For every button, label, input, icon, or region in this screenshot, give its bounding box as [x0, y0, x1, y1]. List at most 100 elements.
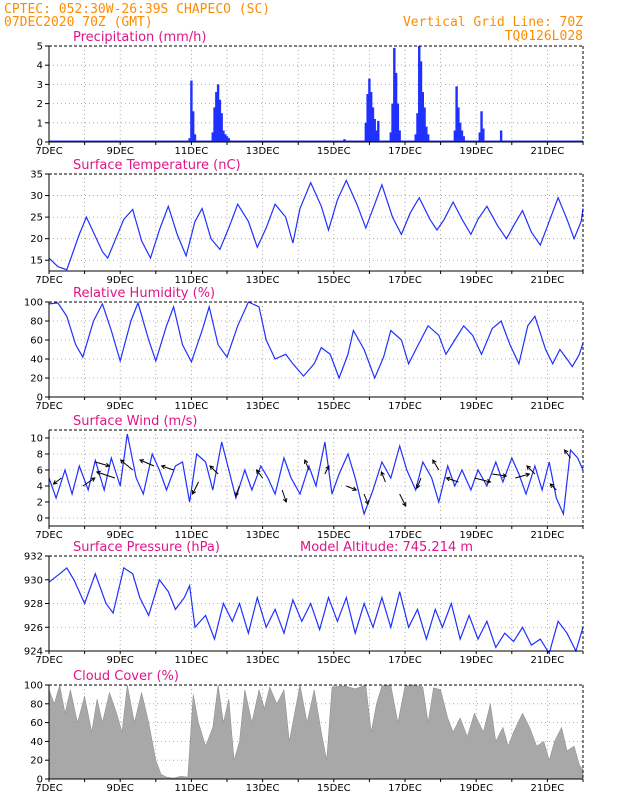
y-tick-label: 20: [30, 374, 43, 385]
panel-title: Surface Temperature (nC): [73, 158, 241, 173]
x-tick-label: 15DEC: [317, 655, 351, 666]
precip-bar: [222, 130, 225, 142]
precip-bar: [369, 92, 373, 142]
x-tick-label: 19DEC: [459, 783, 493, 794]
y-tick-label: 6: [37, 466, 43, 477]
y-tick-label: 15: [30, 256, 43, 267]
y-tick-label: 8: [37, 450, 43, 461]
wind-arrow: [399, 493, 407, 507]
precip-bar: [227, 138, 230, 142]
precip-bar: [371, 107, 375, 142]
wind-arrow-head: [209, 465, 215, 470]
y-tick-label: 100: [24, 298, 43, 309]
y-tick-label: 0: [37, 138, 43, 149]
wind-arrow: [492, 473, 507, 477]
x-tick-label: 17DEC: [388, 655, 422, 666]
precip-bar: [368, 78, 371, 142]
y-tick-label: 10: [30, 434, 43, 445]
x-tick-label: 21DEC: [531, 146, 565, 157]
x-tick-label: 9DEC: [107, 655, 134, 666]
x-tick-label: 9DEC: [107, 146, 134, 157]
precip-bar: [462, 136, 465, 142]
y-tick-label: 5: [37, 42, 43, 53]
wind-arrow-head: [105, 462, 111, 468]
precip-bar: [190, 80, 193, 142]
precip-bar: [416, 113, 419, 142]
x-tick-label: 9DEC: [107, 530, 134, 541]
x-tick-label: 13DEC: [246, 146, 280, 157]
x-tick-label: 7DEC: [35, 655, 62, 666]
wind-arrow-head: [525, 472, 531, 478]
x-tick-label: 15DEC: [317, 275, 351, 286]
y-tick-label: 0: [37, 775, 43, 786]
wind-arrow: [446, 477, 459, 483]
panel-rh: 0 20 40 60 80 100 7DEC 9DEC 11DEC 13DEC 15DEC 17DEC…: [24, 286, 584, 412]
x-tick-label: 7DEC: [35, 146, 62, 157]
precip-bar: [215, 92, 218, 142]
x-tick-label: 11DEC: [175, 530, 209, 541]
y-tick-label: 60: [30, 718, 43, 729]
x-tick-label: 15DEC: [317, 401, 351, 412]
wind-arrow-head: [549, 483, 555, 488]
panels: 0 1 2 3 4 5 7DEC 9DEC 11DEC 13DEC 15DEC 17DEC 19DEC 2…: [24, 30, 584, 794]
wind-arrow-head: [325, 465, 330, 471]
precip-bar: [188, 138, 191, 142]
wind-arrow-head: [160, 464, 166, 470]
y-tick-label: 4: [37, 61, 43, 72]
x-tick-label: 11DEC: [175, 783, 209, 794]
precip-bar: [225, 136, 229, 142]
panel-cloud: 0 20 40 60 80 100 7DEC 9DEC 11DEC 13DEC 15DEC 17DEC…: [24, 669, 584, 794]
y-tick-label: 928: [24, 599, 43, 610]
panel-title: Precipitation (mm/h): [73, 30, 206, 45]
x-tick-label: 21DEC: [531, 783, 565, 794]
wind-arrow-head: [234, 491, 239, 497]
header-station: CPTEC: 052:30W-26:39S CHAPECO (SC): [4, 2, 270, 17]
wind-arrow-head: [380, 471, 385, 477]
wind-arrow-head: [90, 477, 96, 482]
y-tick-label: 926: [24, 623, 43, 634]
precip-bar: [191, 111, 195, 142]
wind-arrow: [53, 477, 62, 485]
wind-arrow-head: [432, 459, 437, 465]
precip-bar: [499, 130, 503, 142]
y-tick-label: 60: [30, 336, 43, 347]
x-tick-label: 19DEC: [459, 655, 493, 666]
x-tick-label: 13DEC: [246, 401, 280, 412]
wind-arrow: [139, 459, 155, 467]
x-tick-label: 11DEC: [175, 146, 209, 157]
precip-bar: [425, 126, 428, 142]
wind-arrow-head: [526, 465, 531, 470]
precip-bar: [453, 130, 457, 142]
x-tick-label: 13DEC: [246, 783, 280, 794]
wind-arrow-head: [139, 459, 145, 464]
wind-arrow: [474, 477, 491, 483]
panel-annotation: Model Altitude: 745.214 m: [300, 540, 473, 555]
wind-arrow: [416, 477, 422, 489]
wind-arrow-head: [95, 470, 101, 476]
wind-arrow: [95, 461, 110, 467]
wind-arrow-head: [303, 459, 309, 465]
wind-arrow: [96, 471, 116, 479]
wind-arrow: [346, 485, 357, 491]
y-tick-label: 4: [37, 482, 43, 493]
rh-line: [48, 301, 584, 380]
x-tick-label: 11DEC: [175, 655, 209, 666]
wind-arrow: [432, 459, 440, 471]
x-tick-label: 7DEC: [35, 783, 62, 794]
x-tick-label: 15DEC: [317, 783, 351, 794]
y-tick-label: 2: [37, 99, 43, 110]
wind-arrow-head: [364, 499, 370, 505]
x-tick-label: 21DEC: [531, 530, 565, 541]
precip-bar: [224, 134, 227, 142]
pressure-line: [48, 566, 584, 655]
precip-bar: [480, 111, 483, 142]
x-tick-label: 17DEC: [388, 783, 422, 794]
precip-bar: [218, 99, 222, 142]
wind-arrow: [192, 481, 199, 495]
y-tick-label: 932: [24, 552, 43, 563]
y-tick-label: 80: [30, 699, 43, 710]
x-tick-label: 17DEC: [388, 275, 422, 286]
wind-arrow: [515, 473, 530, 479]
wind-arrow: [161, 465, 174, 471]
